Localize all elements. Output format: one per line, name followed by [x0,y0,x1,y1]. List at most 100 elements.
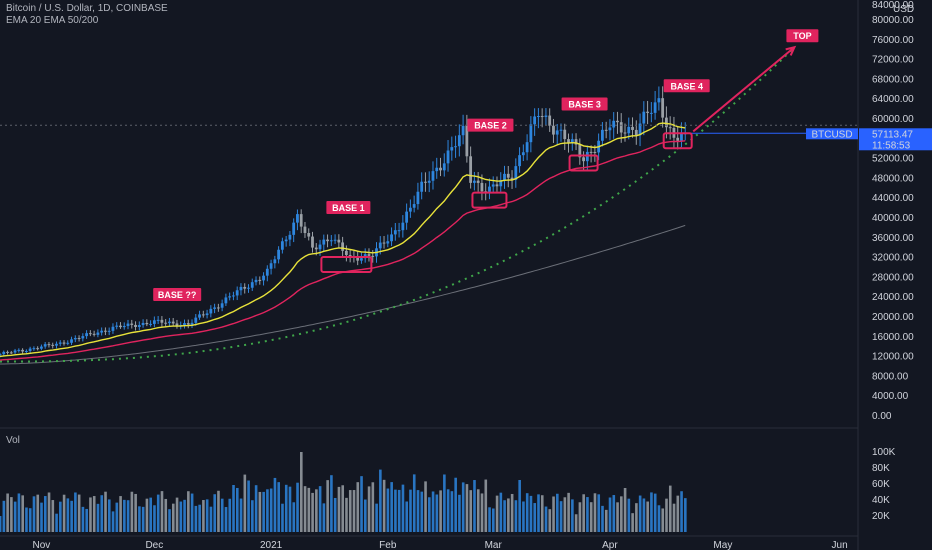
volume-bar [220,498,224,532]
volume-bar [533,503,537,532]
candle-body [397,230,401,232]
volume-bar [620,496,623,532]
candle-body [499,180,503,187]
candle-body [141,322,145,326]
volume-bar [443,474,446,532]
volume-bar [676,495,680,532]
price-tick-label: 48000.00 [872,173,914,184]
volume-bar [653,493,657,532]
candle-body [51,344,55,346]
candle-body [152,320,156,324]
volume-bar [435,494,439,532]
volume-bar [59,501,62,532]
volume-bar [390,482,393,532]
candle-body [491,184,495,187]
top-label-bg [786,29,819,43]
candle-body [604,129,608,131]
price-tick-label: 68000.00 [872,74,914,85]
volume-bar [77,494,81,532]
volume-bar [187,491,190,532]
volume-bar [665,498,668,532]
candle-body [461,125,465,136]
base-label-bg-base-4 [663,79,710,93]
base-label-bg-base-1 [326,201,371,215]
candle-body [386,241,390,244]
volume-bar [571,499,574,532]
candle-body [13,350,17,353]
volume-bar [589,502,593,532]
price-tick-label: 40000.00 [872,213,914,224]
volume-bar [522,501,525,532]
candle-body [66,342,70,344]
volume-bar [43,496,47,532]
candle-body [401,222,405,231]
volume-bar [420,491,424,532]
volume-bar [262,491,265,532]
volume-bar [228,498,232,532]
candle-body [326,239,329,242]
candle-body [232,295,235,297]
candle-body [563,129,567,140]
candle-body [296,214,299,223]
candle-body [642,111,646,124]
volume-bar [631,513,634,532]
candle-body [58,342,62,344]
volume-bar [89,497,92,532]
volume-bar [484,479,488,532]
volume-bar [66,498,70,532]
price-tick-label: 60000.00 [872,114,914,125]
volume-bar [514,500,518,532]
candle-body [36,348,40,350]
volume-bar [25,507,28,532]
candle-body [578,144,582,158]
volume-bar [322,503,326,532]
candle-body [70,339,73,343]
candle-body [168,321,171,324]
candle-body [258,279,262,281]
candle-body [40,346,43,349]
volume-bar [243,474,247,532]
candle-body [446,150,450,164]
price-tick-label: 64000.00 [872,94,914,105]
candle-body [360,258,363,261]
candle-body [465,125,469,157]
candle-body [307,232,311,237]
volume-bar [650,492,653,532]
volume-bar [544,506,548,532]
volume-bar [202,500,205,532]
chart-title: Bitcoin / U.S. Dollar, 1D, COINBASE [6,3,168,14]
volume-bar [160,491,164,532]
volume-bar [171,503,175,532]
volume-bar [439,490,442,532]
price-tick-label: 24000.00 [872,292,914,303]
candle-body [318,244,322,250]
candle-body [269,263,273,269]
price-tick-label: 76000.00 [872,35,914,46]
volume-bar [386,488,390,532]
volume-bar [356,482,360,532]
price-badge-countdown: 11:58:53 [872,140,911,151]
candle-body [529,124,533,143]
candle-body [104,330,107,332]
volume-bar [70,500,73,532]
volume-bars [0,452,687,532]
volume-bar [454,477,457,532]
volume-bar [379,469,382,532]
volume-bar [119,496,122,532]
volume-bar [17,493,21,532]
volume-bar [269,488,273,532]
candle-body [333,239,337,241]
price-tick-label: 28000.00 [872,272,914,283]
candle-body [552,125,555,135]
volume-bar [574,514,578,532]
volume-bar [424,481,427,532]
price-tick-label: 8000.00 [872,371,909,382]
volume-bar [28,508,32,532]
candle-body [175,323,179,327]
volume-bar [198,504,201,532]
symbol-badge [806,128,858,140]
volume-bar [239,498,243,532]
candle-body [130,323,134,325]
candle-body [412,204,416,208]
